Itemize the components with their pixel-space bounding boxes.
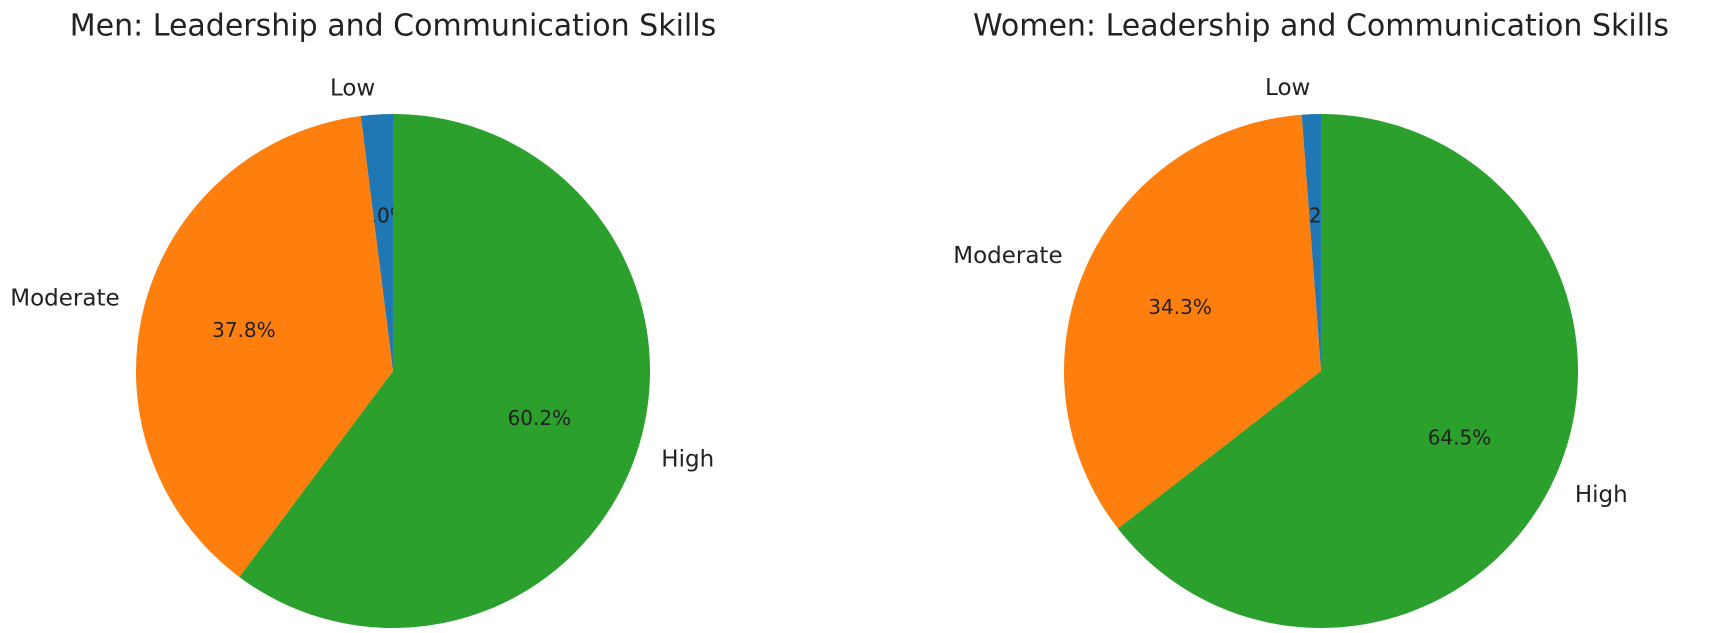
- value-label: 60.2%: [508, 406, 572, 430]
- value-label: 34.3%: [1148, 295, 1212, 319]
- pie-slice: [239, 114, 650, 628]
- pie-slice: [360, 114, 393, 371]
- slice-label: Moderate: [10, 285, 119, 311]
- slice-label: Low: [330, 75, 375, 101]
- slice-label: Low: [1265, 75, 1310, 101]
- pie-slice: [1117, 114, 1578, 628]
- chart-title: Men: Leadership and Communication Skills: [70, 9, 716, 44]
- slice-label: High: [1575, 482, 1628, 508]
- pie-slice: [136, 116, 393, 578]
- slice-label: High: [661, 447, 714, 473]
- value-label: 37.8%: [212, 318, 276, 342]
- slice-label: Moderate: [953, 243, 1062, 269]
- value-label: 64.5%: [1428, 425, 1492, 449]
- pie-slice: [1301, 114, 1321, 371]
- chart-title: Women: Leadership and Communication Skil…: [973, 9, 1669, 44]
- pie-slice: [1063, 114, 1321, 529]
